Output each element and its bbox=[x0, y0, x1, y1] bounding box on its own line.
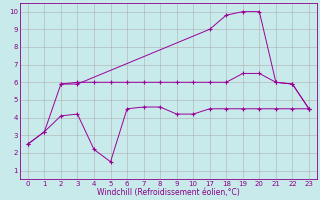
X-axis label: Windchill (Refroidissement éolien,°C): Windchill (Refroidissement éolien,°C) bbox=[97, 188, 240, 197]
